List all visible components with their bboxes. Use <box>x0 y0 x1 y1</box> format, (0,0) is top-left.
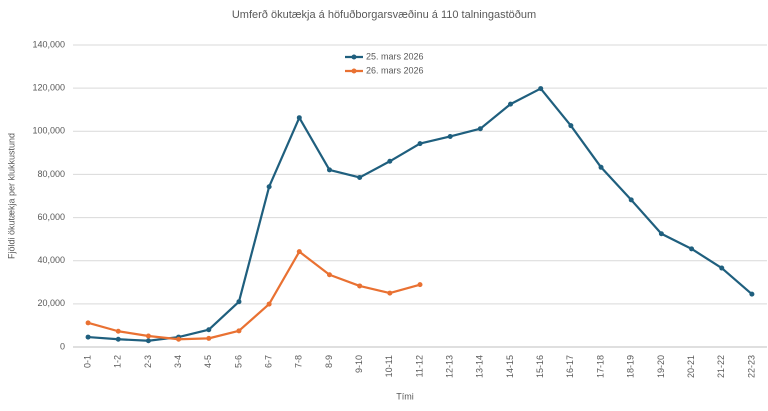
x-tick-label: 22-23 <box>746 355 756 378</box>
data-point <box>145 338 151 344</box>
legend-marker <box>351 54 357 60</box>
x-tick-label: 12-13 <box>445 355 455 378</box>
data-point <box>749 291 755 297</box>
x-tick-label: 8-9 <box>324 355 334 368</box>
x-tick-label: 19-20 <box>656 355 666 378</box>
y-tick-label: 140,000 <box>32 39 65 49</box>
data-point <box>658 231 664 237</box>
data-point <box>326 167 332 173</box>
data-point <box>598 164 604 170</box>
data-point <box>115 328 121 334</box>
x-tick-label: 20-21 <box>686 355 696 378</box>
legend-label: 25. mars 2026 <box>366 51 424 61</box>
series-line <box>88 87 753 342</box>
data-point <box>115 336 121 342</box>
data-point <box>628 197 634 203</box>
x-tick-label: 5-6 <box>233 355 243 368</box>
data-point <box>85 334 91 340</box>
data-point <box>719 265 725 271</box>
data-point <box>417 141 423 147</box>
x-tick-label: 7-8 <box>294 355 304 368</box>
data-point <box>387 290 393 296</box>
chart-title: Umferð ökutækja á höfuðborgarsvæðinu á 1… <box>232 9 536 21</box>
data-point <box>568 123 574 129</box>
data-point <box>176 336 182 342</box>
data-point <box>206 327 212 333</box>
x-tick-label: 2-3 <box>143 355 153 368</box>
data-point <box>85 320 91 326</box>
y-axis-label: Fjöldi ökutækja per klukkustund <box>6 133 16 259</box>
y-tick-label: 0 <box>60 341 65 351</box>
x-tick-label: 10-11 <box>384 355 394 377</box>
x-tick-label: 11-12 <box>414 355 424 377</box>
x-tick-label: 3-4 <box>173 355 183 368</box>
x-tick-label: 15-16 <box>535 355 545 378</box>
legend-marker <box>351 68 357 74</box>
data-point <box>417 282 423 288</box>
data-point <box>236 299 242 305</box>
y-tick-label: 20,000 <box>37 298 65 308</box>
x-axis-label: Tími <box>396 391 414 401</box>
y-tick-label: 120,000 <box>32 83 65 93</box>
data-point <box>357 283 363 289</box>
data-point <box>508 101 514 107</box>
data-point <box>689 246 695 252</box>
x-tick-label: 21-22 <box>716 355 726 378</box>
data-point <box>236 328 242 334</box>
data-point <box>266 184 272 190</box>
data-point <box>538 86 544 92</box>
data-point <box>296 115 302 121</box>
data-point <box>477 126 483 132</box>
x-tick-label: 9-10 <box>354 355 364 373</box>
series-line <box>87 250 421 341</box>
x-tick-label: 14-15 <box>505 355 515 378</box>
data-point <box>145 333 151 339</box>
data-point <box>296 249 302 255</box>
x-tick-label: 4-5 <box>203 355 213 368</box>
y-tick-label: 40,000 <box>37 255 65 265</box>
data-point <box>447 133 453 139</box>
y-tick-label: 100,000 <box>32 126 65 136</box>
x-tick-label: 17-18 <box>595 355 605 378</box>
data-point <box>266 301 272 307</box>
legend-label: 26. mars 2026 <box>366 65 424 75</box>
x-tick-label: 16-17 <box>565 355 575 378</box>
data-point <box>326 272 332 278</box>
data-point <box>357 174 363 180</box>
x-tick-label: 13-14 <box>475 355 485 378</box>
x-tick-label: 1-2 <box>113 355 123 368</box>
y-tick-label: 80,000 <box>37 169 65 179</box>
data-point <box>206 335 212 341</box>
data-point <box>387 158 393 164</box>
x-tick-label: 0-1 <box>82 355 92 368</box>
y-tick-label: 60,000 <box>37 212 65 222</box>
x-tick-label: 6-7 <box>264 355 274 368</box>
x-tick-label: 18-19 <box>626 355 636 378</box>
